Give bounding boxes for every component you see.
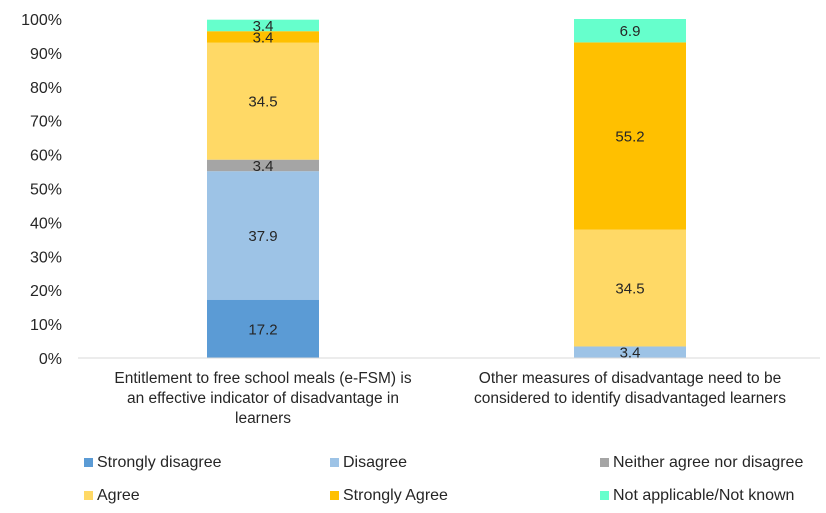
legend-item-agree: Agree	[84, 487, 140, 504]
bar-segment-disagree	[574, 346, 686, 358]
data-label: 17.2	[248, 321, 277, 338]
legend-label: Agree	[97, 487, 140, 504]
y-tick-label: 30%	[30, 249, 62, 266]
bar-segment-agree	[574, 229, 686, 347]
y-tick-label: 20%	[30, 283, 62, 300]
y-tick-label: 60%	[30, 148, 62, 165]
legend: Strongly disagree Disagree Neither agree n…	[84, 454, 803, 504]
data-label: 37.9	[248, 228, 277, 245]
y-tick-label: 70%	[30, 114, 62, 131]
legend-item-disagree: Disagree	[330, 454, 407, 471]
legend-label: Neither agree nor disagree	[613, 454, 803, 471]
bar-segment-not-applicable-not-known	[207, 19, 319, 32]
legend-swatch	[600, 458, 609, 467]
bar-segment-strongly-disagree	[207, 299, 319, 358]
bar-segment-agree	[207, 42, 319, 160]
data-label: 3.4	[253, 18, 274, 35]
bar-segment-disagree	[207, 171, 319, 300]
y-tick-label: 90%	[30, 46, 62, 63]
x-axis-labels: Entitlement to free school meals (e-FSM)…	[114, 370, 786, 427]
legend-swatch	[600, 491, 609, 500]
y-tick-label: 0%	[39, 351, 62, 368]
legend-swatch	[330, 458, 339, 467]
y-tick-label: 100%	[21, 12, 62, 29]
legend-label: Strongly Agree	[343, 487, 448, 504]
data-label: 6.9	[620, 23, 641, 40]
y-tick-label: 40%	[30, 215, 62, 232]
legend-label: Not applicable/Not known	[613, 487, 794, 504]
y-tick-label: 10%	[30, 317, 62, 334]
x-category-label: Other measures of disadvantage need to b…	[474, 370, 786, 407]
legend-label: Disagree	[343, 454, 407, 471]
data-label: 3.4	[253, 158, 274, 175]
bar-segment-strongly-agree	[207, 31, 319, 43]
data-label: 3.4	[620, 345, 641, 362]
bar-segment-strongly-agree	[574, 42, 686, 230]
legend-item-neither-agree-nor-disagree: Neither agree nor disagree	[600, 454, 803, 471]
data-label: 55.2	[615, 128, 644, 145]
data-label: 34.5	[248, 94, 277, 111]
legend-item-not-applicable-not-known: Not applicable/Not known	[600, 487, 794, 504]
y-tick-label: 80%	[30, 80, 62, 97]
legend-item-strongly-disagree: Strongly disagree	[84, 454, 222, 471]
y-tick-label: 50%	[30, 182, 62, 199]
bar-segment-neither-agree-nor-disagree	[207, 159, 319, 172]
legend-label: Strongly disagree	[97, 454, 222, 471]
data-label: 3.4	[253, 29, 274, 46]
legend-item-strongly-agree: Strongly Agree	[330, 487, 448, 504]
legend-swatch	[330, 491, 339, 500]
legend-swatch	[84, 458, 93, 467]
plot-area: 17.237.93.434.53.43.43.434.555.26.9	[207, 18, 686, 362]
legend-swatch	[84, 491, 93, 500]
data-label: 34.5	[615, 280, 644, 297]
x-category-label: Entitlement to free school meals (e-FSM)…	[114, 370, 411, 427]
bar-segment-not-applicable-not-known	[574, 19, 686, 43]
y-axis: 0% 10% 20% 30% 40% 50% 60% 70% 80% 90% 100%	[21, 12, 62, 368]
